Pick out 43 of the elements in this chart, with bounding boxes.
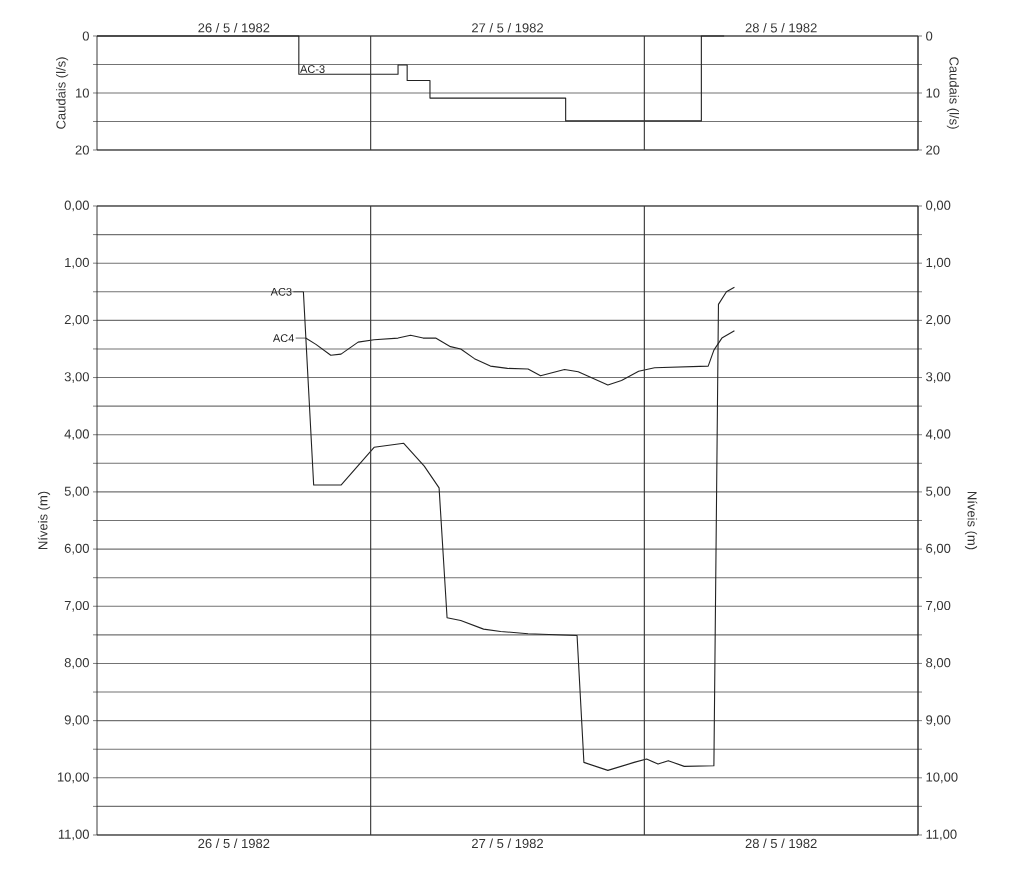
y-tick-label: 2,00 bbox=[64, 314, 89, 326]
y-axis-title: Caudais (l/s) bbox=[56, 57, 69, 129]
y2-tick-label: 7,00 bbox=[926, 600, 951, 612]
y-tick-label: 0,00 bbox=[64, 200, 89, 212]
y2-tick-label: 2,00 bbox=[926, 314, 951, 326]
y2-tick-label: 10 bbox=[926, 88, 940, 98]
x-tick-label: 28 / 5 / 1982 bbox=[745, 838, 817, 849]
y2-tick-label: 3,00 bbox=[926, 372, 951, 383]
y-tick-label: 5,00 bbox=[64, 486, 89, 498]
y2-tick-label: 8,00 bbox=[926, 658, 951, 669]
x-tick-label: 27 / 5 / 1982 bbox=[472, 838, 543, 849]
y2-axis-title: Caudais (l/s) bbox=[946, 57, 959, 129]
y2-tick-label: 0,00 bbox=[926, 200, 951, 212]
y-tick-label: 0 bbox=[82, 31, 89, 41]
x-tick-label: 28 / 5 / 1982 bbox=[745, 22, 817, 33]
y-tick-label: 20 bbox=[75, 145, 89, 155]
y2-axis-title: Níveis (m) bbox=[964, 491, 978, 550]
y-tick-label: 3,00 bbox=[64, 372, 89, 383]
y-tick-label: 11,00 bbox=[58, 829, 89, 841]
y-tick-label: 6,00 bbox=[64, 543, 89, 555]
y-axis-title: Níveis (m) bbox=[37, 491, 51, 550]
y2-tick-label: 5,00 bbox=[926, 486, 951, 498]
y2-tick-label: 6,00 bbox=[926, 543, 951, 555]
y-tick-label: 10 bbox=[76, 88, 89, 98]
y2-tick-label: 1,00 bbox=[926, 257, 951, 269]
y2-tick-label: 0 bbox=[926, 31, 933, 41]
x-tick-label: 27 / 5 / 1982 bbox=[472, 22, 543, 33]
x-tick-label: 26 / 5 / 1982 bbox=[198, 838, 270, 849]
y-tick-label: 7,00 bbox=[64, 600, 89, 612]
x-tick-label: 26 / 5 / 1982 bbox=[198, 22, 270, 33]
y2-tick-label: 10,00 bbox=[926, 772, 958, 784]
y-tick-label: 1,00 bbox=[65, 257, 89, 269]
y-tick-label: 8,00 bbox=[64, 658, 89, 669]
y2-tick-label: 20 bbox=[926, 145, 940, 155]
y2-tick-label: 4,00 bbox=[925, 429, 951, 441]
legend-label: AC3 bbox=[270, 287, 292, 296]
y-tick-label: 4,00 bbox=[64, 429, 89, 441]
y2-tick-label: 9,00 bbox=[926, 715, 951, 726]
legend-label: AC4 bbox=[272, 334, 294, 342]
y-tick-label: 9,00 bbox=[64, 715, 89, 726]
y2-tick-label: 11,00 bbox=[926, 829, 957, 841]
series-label: AC-3 bbox=[300, 65, 325, 73]
y-tick-label: 10,00 bbox=[57, 772, 89, 784]
